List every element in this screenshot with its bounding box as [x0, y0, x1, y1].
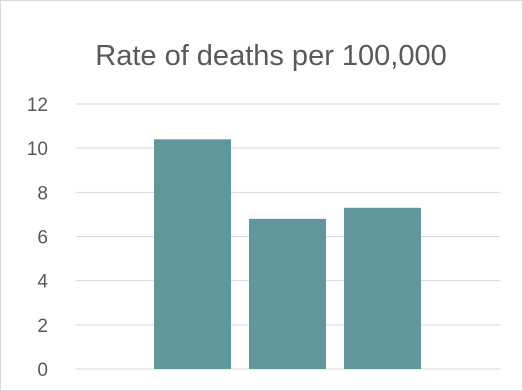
y-tick-label: 12 — [27, 95, 48, 116]
bars — [154, 139, 421, 369]
chart-title: Rate of deaths per 100,000 — [95, 40, 446, 72]
y-tick-label: 4 — [37, 272, 48, 293]
bar — [344, 207, 421, 369]
y-tick-label: 6 — [37, 228, 48, 249]
y-tick-label: 2 — [37, 316, 48, 337]
y-tick-label: 10 — [27, 139, 48, 160]
bar — [249, 218, 326, 369]
y-tick-label: 8 — [37, 183, 48, 204]
gridlines — [76, 103, 500, 370]
y-tick-label: 0 — [37, 360, 48, 381]
bar — [154, 139, 231, 369]
y-axis-ticks: 0 2 4 6 8 10 12 — [27, 95, 49, 381]
